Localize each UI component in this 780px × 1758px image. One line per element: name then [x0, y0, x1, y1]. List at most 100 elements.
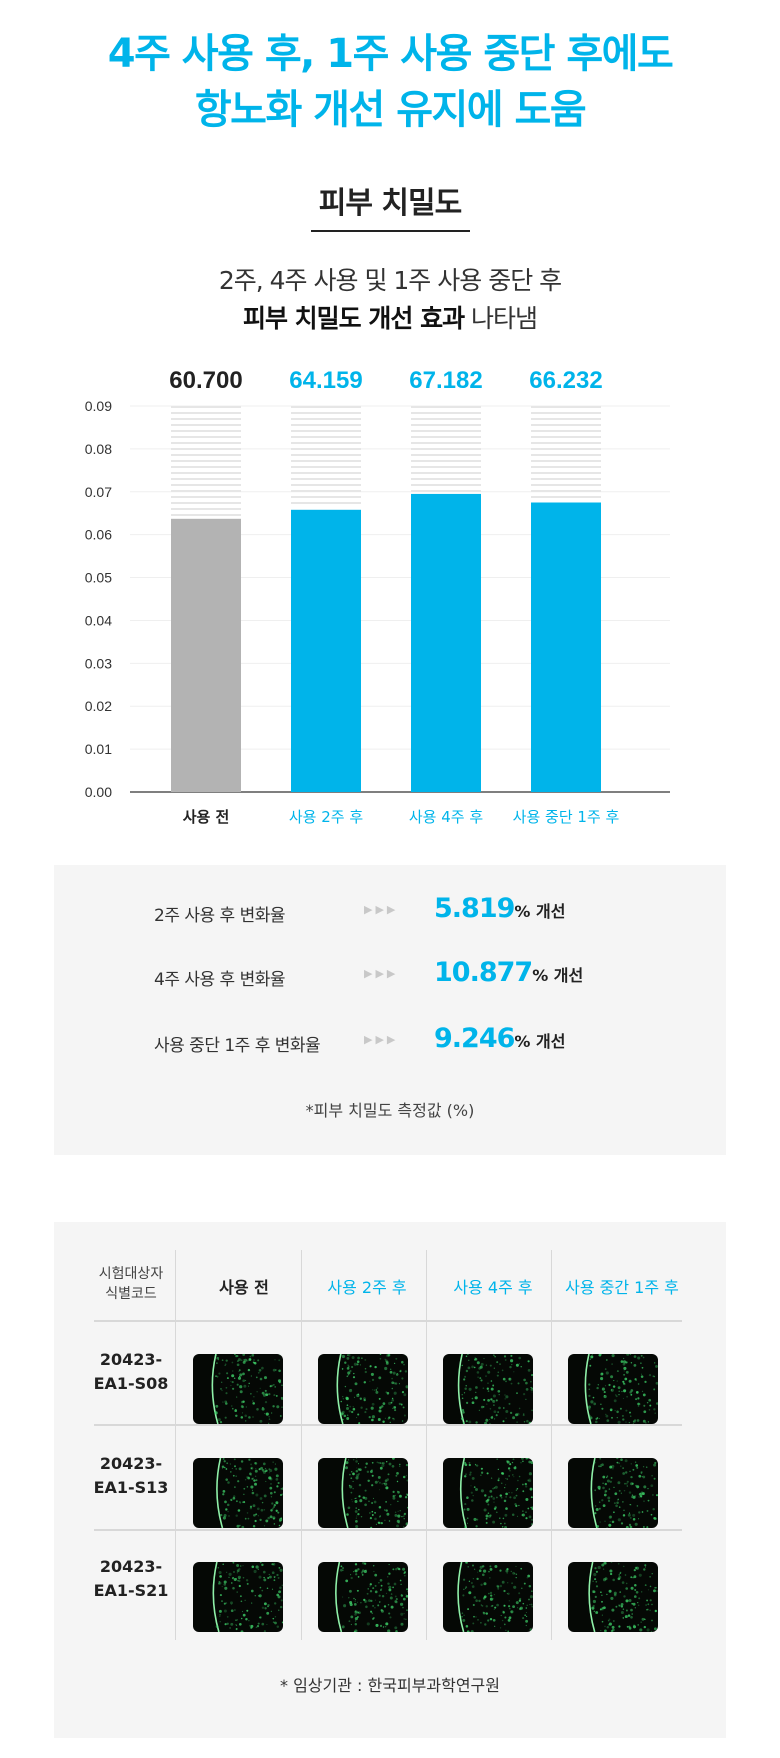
- bar-background-stripe: [171, 490, 241, 492]
- confocal-micrograph-image: [193, 1354, 283, 1424]
- description-rest: 나타냄: [464, 304, 538, 333]
- bar-background-stripe: [291, 490, 361, 492]
- bar-background-stripe: [531, 442, 601, 444]
- subject-id-line-2: EA1-S08: [93, 1374, 169, 1393]
- bar-background-stripe: [171, 496, 241, 498]
- y-tick-label: 0.04: [85, 612, 112, 628]
- bar-background-stripe: [531, 454, 601, 456]
- stat-unit: %: [514, 1032, 531, 1051]
- y-tick-label: 0.05: [85, 570, 112, 586]
- stat-number: 9.246: [434, 1023, 515, 1054]
- table-divider: [94, 1529, 682, 1531]
- bar: [531, 502, 601, 792]
- column-header-before: 사용 전: [219, 1278, 269, 1297]
- headline-line-2: 항노화 개선 유지에 도움: [194, 87, 587, 133]
- chart-description: 2주, 4주 사용 및 1주 사용 중단 후 피부 치밀도 개선 효과 나타냄: [0, 262, 780, 338]
- bar-background-stripe: [411, 424, 481, 426]
- bar-background-stripe: [411, 430, 481, 432]
- bar-data-label: 66.232: [529, 367, 602, 394]
- bar-background-stripe: [171, 442, 241, 444]
- bar-background-stripe: [411, 478, 481, 480]
- bar-background-stripe: [171, 478, 241, 480]
- bar-background-stripe: [531, 490, 601, 492]
- subject-id-row-3: 20423- EA1-S21: [89, 1555, 173, 1603]
- stat-row-after-stop: 사용 중단 1주 후 변화율 ▶▶▶ 9.246% 개선: [54, 1023, 726, 1063]
- stat-value: 9.246% 개선: [434, 1023, 565, 1054]
- bar-background-stripe: [531, 406, 601, 408]
- confocal-micrograph-image: [193, 1458, 283, 1528]
- table-column-divider: [301, 1250, 302, 1640]
- bar-background-stripe: [291, 454, 361, 456]
- bar-background-stripe: [531, 466, 601, 468]
- description-line-2: 피부 치밀도 개선 효과 나타냄: [0, 300, 780, 338]
- column-header-4-weeks: 사용 4주 후: [453, 1278, 533, 1297]
- x-category-label: 사용 중단 1주 후: [513, 808, 620, 826]
- bar: [291, 509, 361, 792]
- bar-background-stripe: [171, 502, 241, 504]
- bar-background-stripe: [171, 412, 241, 414]
- skin-density-bar-chart: 0.00 0.01 0.02 0.03 0.04 0.05 0.06 0.07 0.08 0.09…: [85, 367, 670, 826]
- y-tick-label: 0.09: [85, 398, 112, 414]
- confocal-micrograph-image: [568, 1562, 658, 1632]
- bar-background-stripe: [531, 478, 601, 480]
- bar-background-stripe: [531, 412, 601, 414]
- stat-row-2-weeks: 2주 사용 후 변화율 ▶▶▶ 5.819% 개선: [54, 893, 726, 933]
- bar-background-stripe: [291, 496, 361, 498]
- stat-unit: %: [514, 902, 531, 921]
- bar-background-stripe: [411, 484, 481, 486]
- subject-code-header-line-1: 시험대상자: [98, 1266, 164, 1282]
- bar-background-stripe: [171, 472, 241, 474]
- bar-background-stripe: [171, 430, 241, 432]
- bar-background-stripe: [291, 472, 361, 474]
- bar-background-stripe: [291, 502, 361, 504]
- bar-background-stripe: [171, 514, 241, 516]
- y-tick-label: 0.08: [85, 441, 112, 457]
- arrow-icon: ▶▶▶: [364, 1033, 399, 1046]
- clinical-institution-note: * 임상기관 : 한국피부과학연구원: [279, 1676, 500, 1695]
- bar-background-stripe: [171, 436, 241, 438]
- bar-background-stripe: [411, 412, 481, 414]
- y-tick-label: 0.06: [85, 527, 112, 543]
- bar-background-stripe: [291, 412, 361, 414]
- subject-id-line-1: 20423-: [99, 1350, 163, 1369]
- bar-background-stripe: [171, 460, 241, 462]
- bar-background-stripe: [291, 406, 361, 408]
- bar-background-stripe: [531, 436, 601, 438]
- bar-background-stripe: [531, 448, 601, 450]
- bar-background-stripe: [291, 430, 361, 432]
- headline: 4주 사용 후, 1주 사용 중단 후에도 항노화 개선 유지에 도움: [0, 26, 780, 138]
- bar-background-stripe: [531, 484, 601, 486]
- subject-id-row-1: 20423- EA1-S08: [89, 1348, 173, 1396]
- stat-number: 10.877: [434, 957, 533, 988]
- stat-word: 개선: [548, 966, 584, 985]
- x-category-label: 사용 전: [183, 808, 230, 826]
- table-column-divider: [551, 1250, 552, 1640]
- bar-background-stripe: [411, 472, 481, 474]
- bar-background-stripe: [291, 484, 361, 486]
- micrograph-table: 시험대상자 식별코드 사용 전 사용 2주 후 사용 4주 후 사용 중간 1주…: [54, 1222, 726, 1738]
- stat-value: 5.819% 개선: [434, 893, 565, 924]
- y-tick-label: 0.07: [85, 484, 112, 500]
- stats-footnote: *피부 치밀도 측정값 (%): [305, 1101, 475, 1120]
- bar-background-stripe: [411, 454, 481, 456]
- stat-unit: %: [532, 966, 549, 985]
- bar-background-stripe: [411, 448, 481, 450]
- confocal-micrograph-image: [318, 1458, 408, 1528]
- bar-background-stripe: [171, 484, 241, 486]
- confocal-micrograph-image: [318, 1354, 408, 1424]
- stat-word: 개선: [530, 1032, 566, 1051]
- x-category-label: 사용 4주 후: [409, 808, 483, 826]
- bar-background-stripe: [291, 436, 361, 438]
- bar-background-stripe: [531, 496, 601, 498]
- section-title-underline: [311, 230, 470, 232]
- confocal-micrograph-image: [318, 1562, 408, 1632]
- subject-id-line-1: 20423-: [99, 1557, 163, 1576]
- bar-data-label: 67.182: [409, 367, 482, 394]
- bar-background-stripe: [171, 508, 241, 510]
- bar-background-stripe: [291, 448, 361, 450]
- description-emphasis: 피부 치밀도 개선 효과: [242, 304, 465, 333]
- stat-value: 10.877% 개선: [434, 957, 583, 988]
- bar-background-stripe: [171, 406, 241, 408]
- column-header-after-stop: 사용 중간 1주 후: [565, 1278, 679, 1297]
- bar-background-stripe: [171, 418, 241, 420]
